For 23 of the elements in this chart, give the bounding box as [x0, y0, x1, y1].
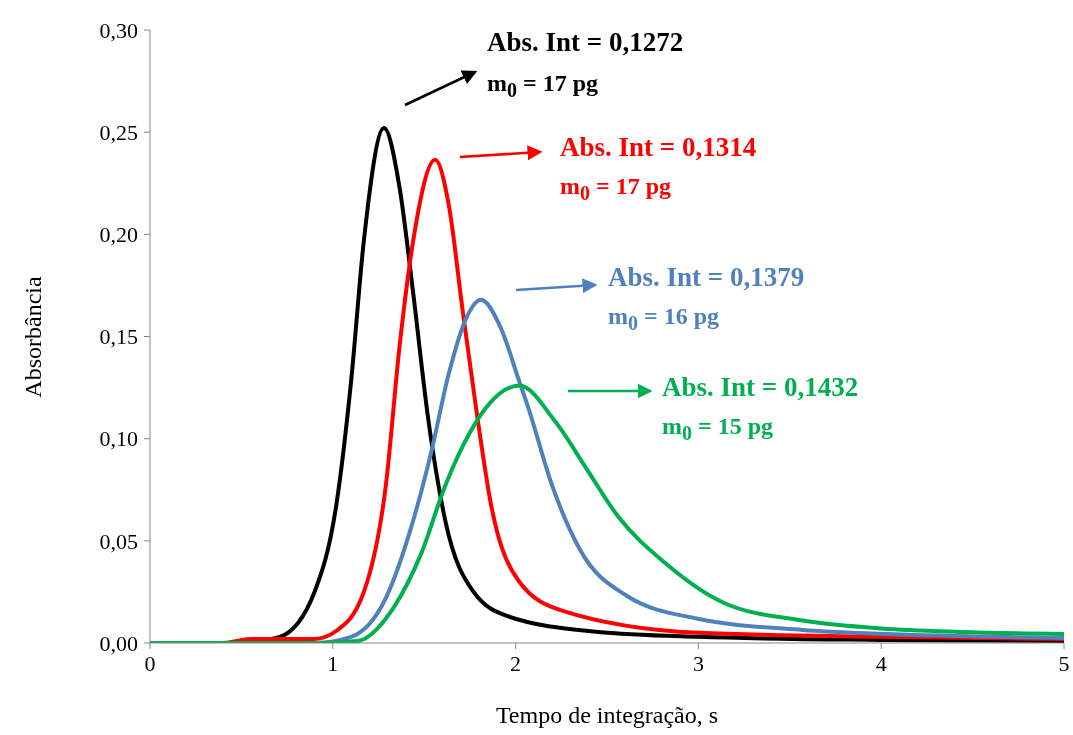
annotation: Abs. Int = 0,1432 [662, 372, 859, 403]
y-axis-title: Absorbância [19, 276, 47, 398]
annotation: m$_{0}$ = 15 pg [662, 413, 774, 444]
annotation: Abs. Int = 0,1272 [487, 27, 684, 58]
x-tick-label: 3 [692, 650, 704, 676]
x-axis-title: Tempo de integração, s [494, 702, 720, 729]
annotation: m$_{0}$ = 17 pg [487, 70, 599, 101]
x-tick-label: 0 [144, 650, 156, 676]
y-tick-label: 0,05 [99, 528, 138, 554]
y-tick-label: 0,20 [99, 222, 138, 248]
x-tick-label: 2 [510, 650, 522, 676]
annotation: Abs. Int = 0,1379 [608, 262, 805, 293]
y-tick-label: 0,00 [99, 630, 138, 656]
x-tick-label: 5 [1058, 650, 1070, 676]
annotation: m$_{0}$ = 17 pg [560, 173, 672, 204]
y-tick-label: 0,25 [99, 119, 138, 145]
y-tick-label: 0,15 [99, 324, 138, 350]
x-tick-label: 1 [327, 650, 339, 676]
y-tick-label: 0,30 [99, 17, 138, 43]
annotation: Abs. Int = 0,1314 [560, 132, 757, 163]
annotation: m$_{0}$ = 16 pg [608, 303, 720, 334]
x-tick-label: 4 [875, 650, 887, 676]
y-tick-label: 0,10 [99, 426, 138, 452]
